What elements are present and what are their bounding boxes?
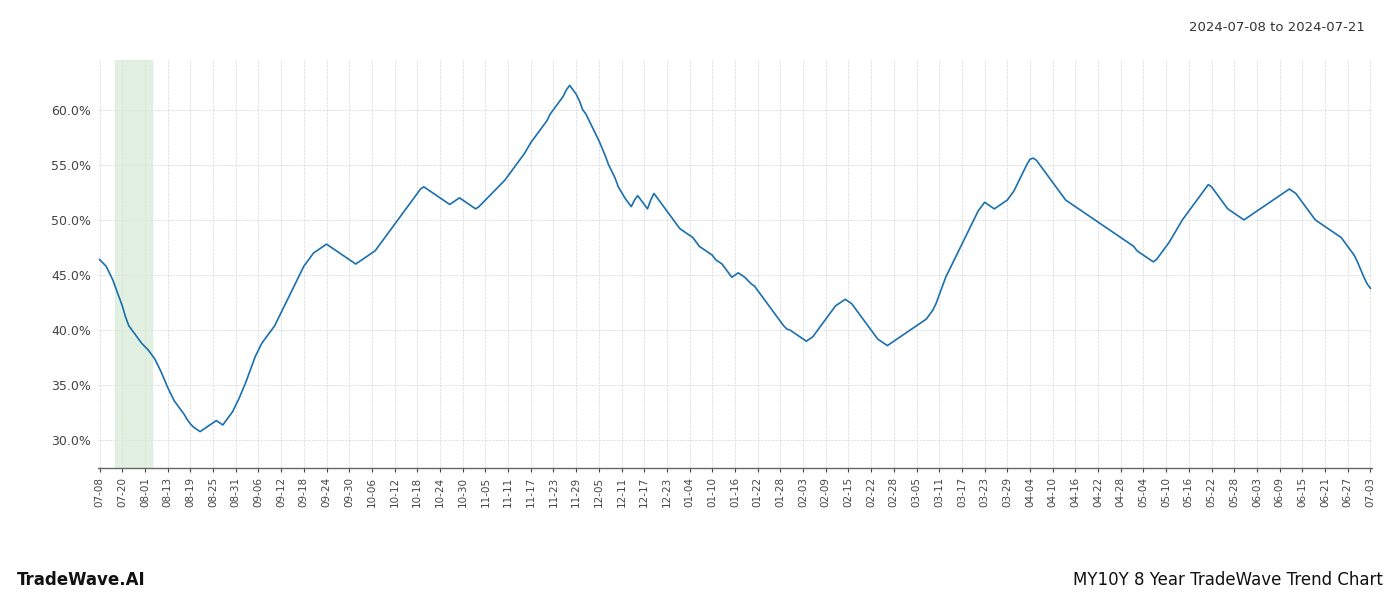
Text: MY10Y 8 Year TradeWave Trend Chart: MY10Y 8 Year TradeWave Trend Chart: [1074, 571, 1383, 589]
Bar: [115, 60, 151, 468]
Text: 2024-07-08 to 2024-07-21: 2024-07-08 to 2024-07-21: [1189, 21, 1365, 34]
Text: TradeWave.AI: TradeWave.AI: [17, 571, 146, 589]
